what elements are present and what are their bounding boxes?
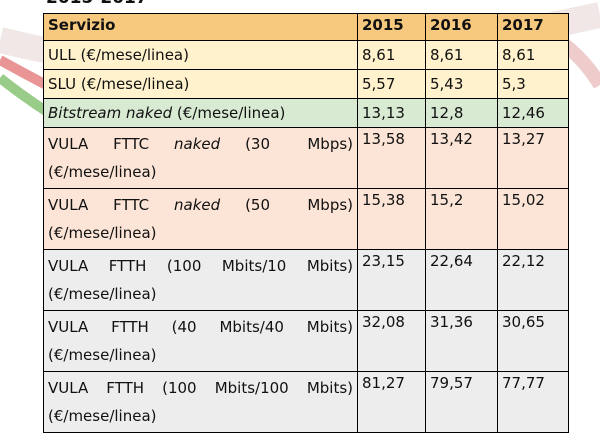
service-name-line-2: (€/mese/linea) (48, 407, 157, 425)
value-2016: 13,42 (425, 127, 498, 189)
services-price-table: Servizio 2015 2016 2017 ULL (€/mese/line… (43, 13, 569, 433)
service-name-line-1: VULA FTTH (40 Mbits/40 Mbits) (48, 318, 353, 336)
value-2015: 8,61 (357, 40, 426, 70)
service-name-line-1: VULA FTTC naked (50 Mbps) (48, 196, 354, 214)
header-year-2017: 2017 (497, 13, 569, 41)
header-servizio: Servizio (43, 13, 358, 41)
service-name-line-2: (€/mese/linea) (48, 285, 157, 303)
service-name: VULA FTTH (40 Mbits/40 Mbits) (€/mese/li… (43, 310, 358, 372)
value-2015: 32,08 (357, 310, 426, 372)
value-2016: 31,36 (425, 310, 498, 372)
value-2017: 22,12 (497, 249, 569, 311)
table-row-slu: SLU (€/mese/linea) 5,57 5,43 5,3 (43, 69, 569, 99)
service-name-line-1: VULA FTTH (100 Mbits/100 Mbits) (48, 379, 353, 397)
table-row-bitstream-naked: Bitstream naked (€/mese/linea) 13,13 12,… (43, 98, 569, 128)
value-2015: 13,13 (357, 98, 426, 128)
table-row-vula-ftth-100-100: VULA FTTH (100 Mbits/100 Mbits) (€/mese/… (43, 371, 569, 433)
value-2017: 5,3 (497, 69, 569, 99)
value-2015: 13,58 (357, 127, 426, 189)
table-header-row: Servizio 2015 2016 2017 (43, 13, 569, 41)
table-row-vula-fttc-30: VULA FTTC naked (30 Mbps) (€/mese/linea)… (43, 127, 569, 189)
value-2016: 8,61 (425, 40, 498, 70)
service-name: Bitstream naked (€/mese/linea) (43, 98, 358, 128)
value-2016: 15,2 (425, 188, 498, 250)
service-name: VULA FTTC naked (30 Mbps) (€/mese/linea) (43, 127, 358, 189)
value-2015: 23,15 (357, 249, 426, 311)
header-year-2015: 2015 (357, 13, 426, 41)
service-name: SLU (€/mese/linea) (43, 69, 358, 99)
service-name-line-1: VULA FTTC naked (30 Mbps) (48, 135, 354, 153)
value-2017: 15,02 (497, 188, 569, 250)
header-year-2016: 2016 (425, 13, 498, 41)
table-row-ull: ULL (€/mese/linea) 8,61 8,61 8,61 (43, 40, 569, 70)
service-name-line-1: VULA FTTH (100 Mbits/10 Mbits) (48, 257, 353, 275)
table-row-vula-fttc-50: VULA FTTC naked (50 Mbps) (€/mese/linea)… (43, 188, 569, 250)
service-name-rest: (€/mese/linea) (172, 104, 286, 122)
page-heading: 2015-2017 (46, 0, 148, 8)
value-2015: 81,27 (357, 371, 426, 433)
value-2017: 13,27 (497, 127, 569, 189)
service-name: VULA FTTH (100 Mbits/10 Mbits) (€/mese/l… (43, 249, 358, 311)
table-row-vula-ftth-40-40: VULA FTTH (40 Mbits/40 Mbits) (€/mese/li… (43, 310, 569, 372)
value-2017: 8,61 (497, 40, 569, 70)
value-2017: 30,65 (497, 310, 569, 372)
service-name-line-2: (€/mese/linea) (48, 346, 157, 364)
value-2015: 15,38 (357, 188, 426, 250)
table-row-vula-ftth-100-10: VULA FTTH (100 Mbits/10 Mbits) (€/mese/l… (43, 249, 569, 311)
service-name-italic: Bitstream naked (48, 104, 173, 122)
service-name: ULL (€/mese/linea) (43, 40, 358, 70)
value-2017: 77,77 (497, 371, 569, 433)
service-name-line-2: (€/mese/linea) (48, 163, 157, 181)
value-2016: 79,57 (425, 371, 498, 433)
value-2016: 5,43 (425, 69, 498, 99)
service-name: VULA FTTC naked (50 Mbps) (€/mese/linea) (43, 188, 358, 250)
service-name: VULA FTTH (100 Mbits/100 Mbits) (€/mese/… (43, 371, 358, 433)
value-2015: 5,57 (357, 69, 426, 99)
value-2017: 12,46 (497, 98, 569, 128)
value-2016: 12,8 (425, 98, 498, 128)
service-name-line-2: (€/mese/linea) (48, 224, 157, 242)
value-2016: 22,64 (425, 249, 498, 311)
